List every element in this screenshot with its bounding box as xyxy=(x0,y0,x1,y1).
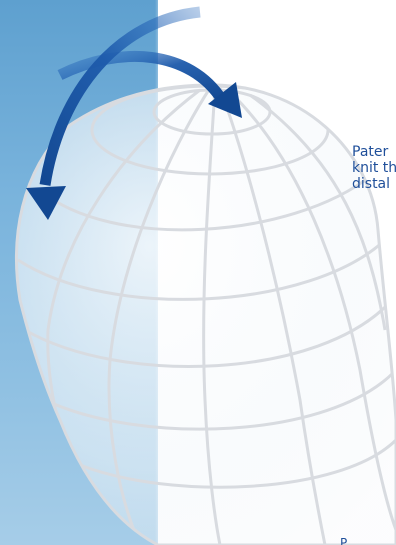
curved-arrow-down-right-icon xyxy=(57,50,242,118)
curved-arrow-down-left-icon xyxy=(26,6,201,220)
side-text-line-3: distal xyxy=(352,176,391,192)
side-text-line-1: Pater xyxy=(352,144,389,160)
side-text-line-2: knit th xyxy=(352,160,396,176)
side-text-block: Pater knit th distal xyxy=(352,144,396,192)
globe-dome-shape xyxy=(15,83,396,545)
bottom-text: P xyxy=(340,536,348,545)
